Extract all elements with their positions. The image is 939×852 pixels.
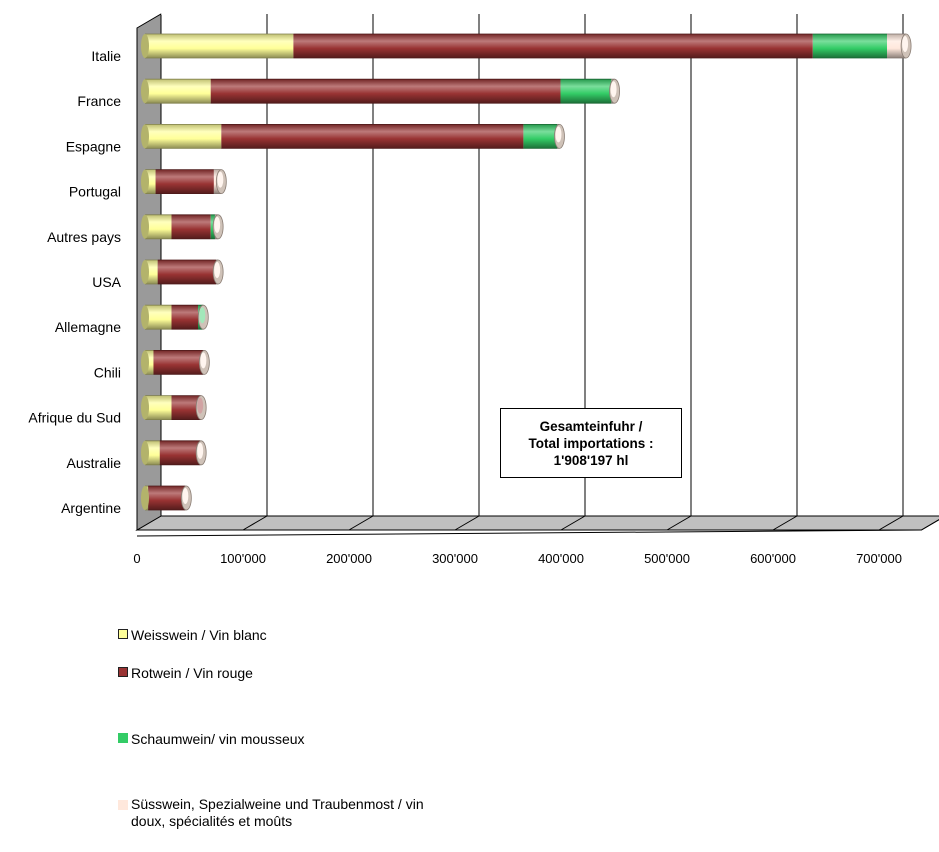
bar-group (141, 123, 565, 149)
x-tick-label: 200'000 (326, 551, 372, 566)
category-label: Espagne (66, 138, 121, 154)
category-label: Argentine (61, 500, 121, 516)
legend-item-sparkling-wine: Schaumwein/ vin mousseux (118, 731, 448, 748)
bar-group (141, 395, 207, 421)
bar-segment (148, 486, 186, 510)
bar-segment (523, 124, 558, 149)
bar-segment (159, 440, 201, 465)
bar-segment (171, 214, 211, 239)
annotation-line-3: 1'908'197 hl (553, 452, 629, 468)
x-tick-label: 500'000 (644, 551, 690, 566)
category-label: Autres pays (47, 229, 121, 245)
legend-swatch (118, 800, 128, 810)
legend-swatch (118, 667, 128, 677)
bar-segment (145, 350, 154, 375)
floor-gridline (921, 519, 939, 531)
total-imports-annotation: Gesamteinfuhr / Total importations : 1'9… (500, 408, 682, 478)
bar-group (141, 169, 227, 195)
annotation-line-2: Total importations : (528, 435, 654, 451)
category-label: France (77, 93, 121, 109)
bar-start-cap (141, 169, 149, 194)
legend-label: Rotwein / Vin rouge (131, 665, 253, 681)
bar-start-cap (141, 260, 149, 284)
legend-label: Schaumwein/ vin mousseux (131, 731, 305, 747)
category-label: Australie (67, 455, 122, 471)
bar-start-cap (141, 440, 149, 465)
legend-swatch (118, 733, 128, 743)
bar-group (141, 349, 210, 375)
category-label: USA (92, 274, 121, 290)
bar-segment (145, 79, 211, 104)
bar-segment (155, 169, 214, 194)
bar-segment (145, 440, 160, 465)
floor-gridline (348, 515, 374, 531)
bar-group (141, 259, 224, 285)
bar-segment (145, 214, 172, 239)
annotation-line-1: Gesamteinfuhr / (539, 418, 643, 434)
legend-item-white-wine: Weisswein / Vin blanc (118, 627, 448, 644)
bar-segment (157, 260, 217, 284)
floor-gridline (666, 515, 692, 531)
bar-segment (887, 34, 907, 58)
floor-gridline (772, 515, 798, 531)
floor-gridline (560, 515, 586, 531)
bar-start-cap (141, 486, 149, 510)
bar-segment (153, 350, 204, 375)
bar-start-cap (141, 34, 149, 58)
x-tick-label: 400'000 (538, 551, 584, 566)
chart-floor (135, 515, 939, 531)
bar-group (141, 440, 207, 466)
bar-segment (210, 79, 561, 104)
x-tick-label: 300'000 (432, 551, 478, 566)
x-tick-label: 100'000 (220, 551, 266, 566)
bar-segment (145, 305, 172, 330)
bar-group (141, 78, 620, 104)
bar-segment (145, 124, 222, 149)
category-label: Portugal (69, 184, 121, 200)
floor-gridline (454, 515, 480, 531)
legend-item-red-wine: Rotwein / Vin rouge (118, 665, 448, 682)
category-label: Italie (91, 48, 121, 64)
floor-gridline (878, 515, 904, 531)
bar-start-cap (141, 305, 149, 330)
bar-group (141, 304, 209, 330)
bar-segment (145, 34, 294, 58)
bar-group (141, 33, 912, 59)
bar-start-cap (141, 395, 149, 420)
legend-item-sweet-wine: Süsswein, Spezialweine und Traubenmost /… (118, 796, 448, 830)
category-label: Chili (94, 364, 121, 380)
x-tick-label: 600'000 (750, 551, 796, 566)
bar-segment (221, 124, 524, 149)
bar-segment (171, 305, 198, 330)
bar-segment (293, 34, 813, 58)
bar-start-cap (141, 214, 149, 239)
bar-group (141, 214, 224, 240)
bar-series (141, 33, 912, 511)
bar-segment (560, 79, 612, 104)
bar-group (141, 485, 192, 511)
category-label: Afrique du Sud (28, 410, 121, 426)
bar-segment (145, 395, 172, 420)
bar-segment (812, 34, 887, 58)
legend-swatch (118, 629, 128, 639)
category-label: Allemagne (55, 319, 121, 335)
legend-label: Süsswein, Spezialweine und Traubenmost /… (131, 796, 424, 829)
bar-segment (145, 169, 156, 194)
bar-start-cap (141, 350, 149, 375)
axis-labels: Italie France Espagne Portugal Autres pays US… (28, 48, 902, 566)
bar-start-cap (141, 124, 149, 149)
bar-start-cap (141, 79, 149, 104)
x-tick-label: 0 (133, 551, 140, 566)
x-tick-label: 700'000 (856, 551, 902, 566)
legend-label: Weisswein / Vin blanc (131, 627, 267, 643)
floor-gridline (242, 515, 268, 531)
x-axis-line (136, 529, 922, 537)
